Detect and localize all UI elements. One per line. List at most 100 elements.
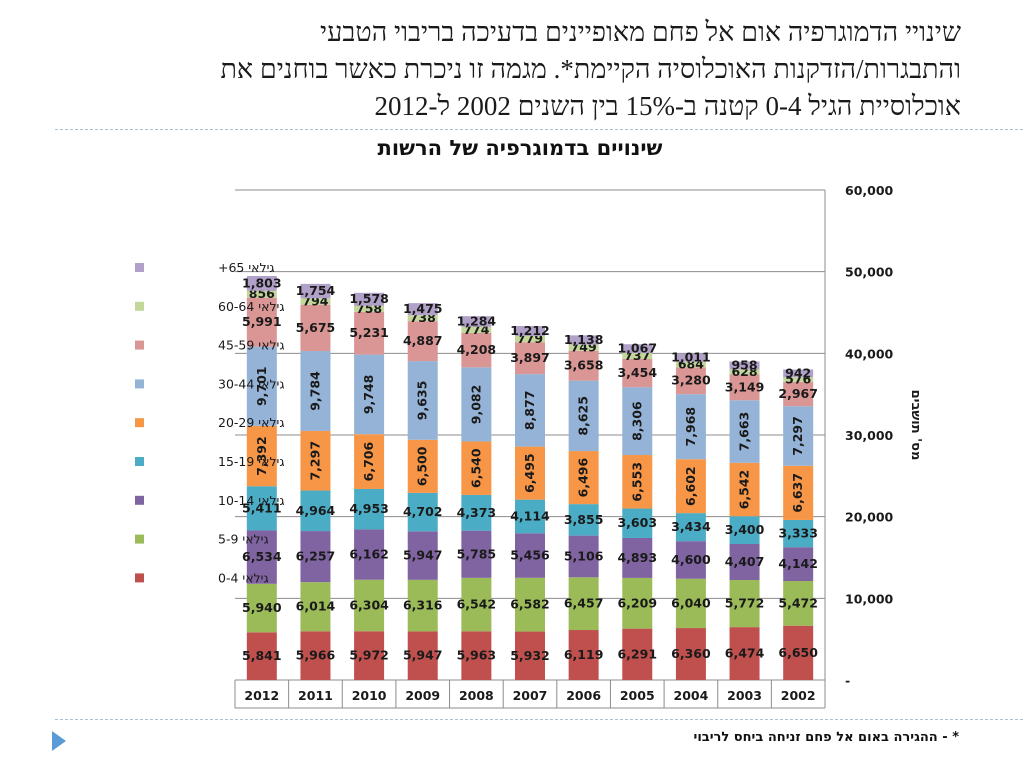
data-label: 7,297 (307, 441, 322, 481)
y-tick-label: 60,000 (845, 183, 894, 198)
bar-segment (246, 297, 277, 347)
legend-label: גילאי 45-59 (218, 338, 285, 353)
bar-segment (675, 578, 706, 629)
x-tick-label: 2003 (727, 688, 762, 703)
bar-segment (675, 394, 706, 460)
data-label: 958 (731, 357, 757, 372)
bar-segment (515, 446, 545, 500)
data-label: 1,475 (403, 301, 443, 316)
bar-segment (783, 547, 814, 582)
data-label: 3,149 (725, 379, 765, 394)
bar-segment (515, 374, 545, 447)
data-label: 6,040 (671, 595, 711, 610)
bar-segment (407, 531, 438, 580)
data-label: 6,304 (349, 597, 389, 612)
legend-label: גילאי 60-64 (218, 299, 285, 314)
data-label: 8,306 (629, 401, 644, 441)
bar-segment (461, 326, 492, 333)
bar-segment (407, 439, 438, 493)
bar-segment (675, 459, 706, 514)
data-label: 5,472 (778, 595, 818, 610)
bar-segment (568, 335, 599, 345)
data-label: 5,947 (403, 548, 443, 563)
bar-segment (783, 369, 814, 378)
legend-swatch (135, 340, 144, 350)
bar-segment (300, 304, 331, 352)
bar-segment (729, 462, 760, 517)
legend-label: גילאי 15-19 (218, 454, 285, 469)
data-label: 942 (785, 365, 811, 380)
y-tick-label: 40,000 (845, 346, 894, 361)
data-label: 6,540 (468, 448, 483, 488)
bar-segment (407, 361, 438, 440)
data-label: 3,454 (617, 365, 657, 380)
bar-segment (300, 430, 331, 491)
x-tick-label: 2008 (459, 688, 494, 703)
legend-label: גילאי 10-14 (218, 493, 285, 508)
data-label: 6,495 (522, 453, 537, 493)
bar-segment (622, 628, 653, 680)
bar-segment (729, 516, 760, 545)
bar-segment (300, 490, 331, 532)
bar-segment (783, 381, 814, 407)
heading-line: והתבגרות/הזדקנות האוכלוסיה הקיימת*. מגמה… (220, 54, 961, 84)
heading-line: שינויי הדמוגרפיה אום אל פחם מאופיינים בד… (320, 17, 961, 47)
bar-segment (461, 316, 492, 327)
data-label: 1,284 (457, 313, 497, 328)
bar-segment (300, 631, 331, 680)
bar-segment (515, 342, 545, 375)
bar-segment (407, 315, 438, 322)
bar-segment (568, 350, 599, 381)
x-tick-label: 2006 (566, 688, 601, 703)
bar-segment (675, 628, 706, 680)
divider (55, 129, 1023, 130)
data-label: 5,991 (242, 314, 282, 329)
next-slide-arrow-icon[interactable] (52, 731, 66, 751)
data-label: 5,456 (510, 548, 550, 563)
x-tick-label: 2007 (513, 688, 548, 703)
bar-segment (783, 377, 814, 382)
bar-segment (783, 406, 814, 466)
bar-segment (729, 627, 760, 680)
data-label: 2,967 (778, 386, 818, 401)
data-label: 6,500 (415, 446, 430, 486)
data-label: 7,663 (737, 412, 752, 452)
legend-swatch (135, 418, 144, 428)
footnote: * - ההגירה באום אל פחם זניחה ביחס לריבוי (693, 730, 959, 745)
bar-segment (729, 579, 760, 628)
bar-segment (568, 630, 599, 680)
data-label: 6,257 (296, 549, 336, 564)
data-label: 5,785 (457, 546, 497, 561)
bar-segment (622, 387, 653, 456)
bar-segment (461, 332, 492, 368)
bar-segment (407, 492, 438, 532)
y-axis-title: מס' תושבים (908, 390, 923, 461)
data-label: 5,940 (242, 600, 282, 615)
data-label: 5,675 (296, 320, 336, 335)
data-label: 6,602 (683, 466, 698, 506)
x-tick-label: 2004 (674, 688, 709, 703)
bar-segment (354, 579, 385, 632)
bar-segment (568, 344, 599, 351)
data-label: 4,373 (457, 505, 497, 520)
data-label: 6,162 (349, 547, 389, 562)
bar-segment (407, 631, 438, 680)
data-label: 3,603 (617, 515, 657, 530)
bar-segment (675, 367, 706, 395)
bar-segment (300, 283, 331, 299)
bar-segment (622, 577, 653, 629)
data-label: 1,067 (617, 341, 657, 356)
bar-segment (300, 582, 331, 632)
bar-segment (407, 303, 438, 316)
bar-segment (568, 451, 599, 505)
bar-segment (515, 335, 545, 343)
data-label: 3,658 (564, 358, 604, 373)
data-label: 1,011 (671, 350, 711, 365)
bar-segment (515, 326, 545, 336)
data-label: 9,748 (361, 375, 376, 415)
bar-segment (461, 530, 492, 578)
bar-segment (354, 434, 385, 489)
data-label: 5,963 (457, 648, 497, 663)
bar-segment (729, 361, 760, 370)
legend-swatch (135, 534, 144, 544)
